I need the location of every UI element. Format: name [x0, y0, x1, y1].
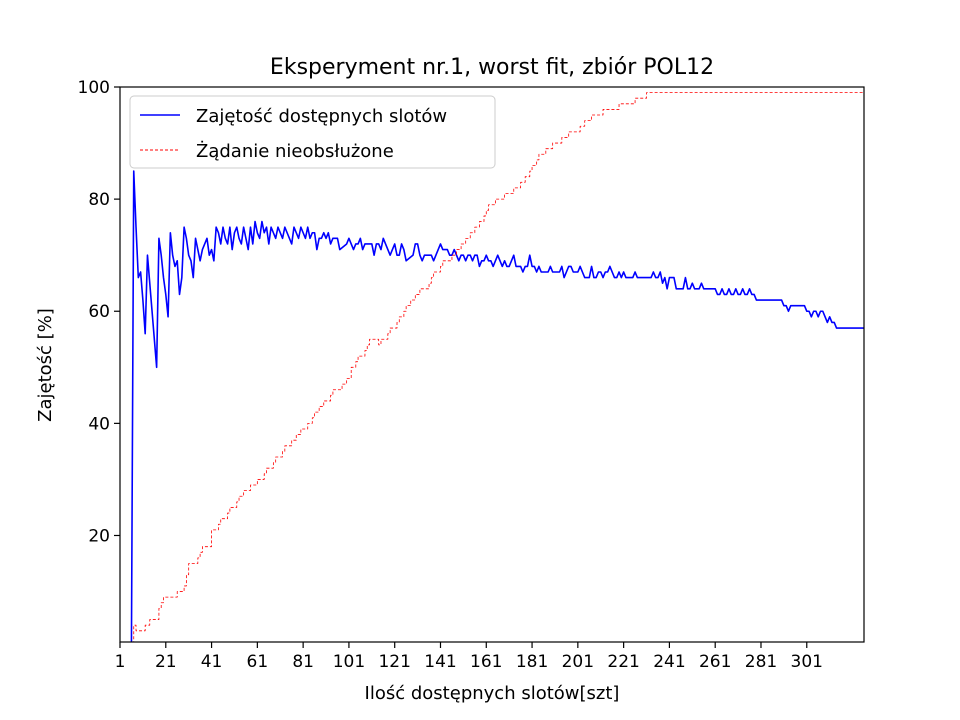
x-tick-label: 261 — [699, 652, 731, 672]
y-tick-label: 100 — [78, 78, 110, 98]
x-tick-label: 181 — [516, 652, 548, 672]
series-layer — [130, 92, 864, 642]
plot-area: 1 21 41 61 81 101 121 141 161 181 201 221 241 261 281 3… — [78, 78, 865, 672]
legend: Zajętość dostępnych slotów Żądanie nieob… — [129, 95, 496, 169]
x-tick-label: 241 — [653, 652, 685, 672]
y-tick-label: 40 — [88, 414, 110, 434]
x-tick-label: 101 — [333, 652, 365, 672]
chart-title: Eksperyment nr.1, worst fit, zbiór POL12 — [270, 55, 714, 80]
x-tick-label: 81 — [292, 652, 314, 672]
x-tick-label: 161 — [470, 652, 502, 672]
legend-label-unserved: Żądanie nieobsłużone — [196, 141, 394, 162]
x-tick-label: 281 — [745, 652, 777, 672]
y-tick-label: 60 — [88, 302, 110, 322]
x-tick-label: 201 — [562, 652, 594, 672]
x-tick-label: 21 — [155, 652, 177, 672]
x-axis-label: Ilość dostępnych slotów[szt] — [365, 683, 620, 704]
x-tick-label: 121 — [378, 652, 410, 672]
plot-frame — [119, 86, 865, 643]
series-line-0 — [130, 170, 864, 642]
y-tick-label: 80 — [88, 190, 110, 210]
x-tick-label: 41 — [201, 652, 223, 672]
x-tick-label: 141 — [424, 652, 456, 672]
series-line-1 — [131, 92, 864, 642]
legend-box — [129, 95, 496, 169]
axes-layer: 1 21 41 61 81 101 121 141 161 181 201 221 241 261 281 3… — [78, 78, 865, 672]
y-tick-label: 20 — [88, 526, 110, 546]
x-tick-label: 221 — [607, 652, 639, 672]
x-tick-label: 61 — [247, 652, 269, 672]
y-axis-label: Zajętość [%] — [35, 308, 56, 422]
x-tick-label: 301 — [791, 652, 823, 672]
legend-label-occupancy: Zajętość dostępnych slotów — [196, 106, 447, 127]
x-tick-label: 1 — [115, 652, 126, 672]
